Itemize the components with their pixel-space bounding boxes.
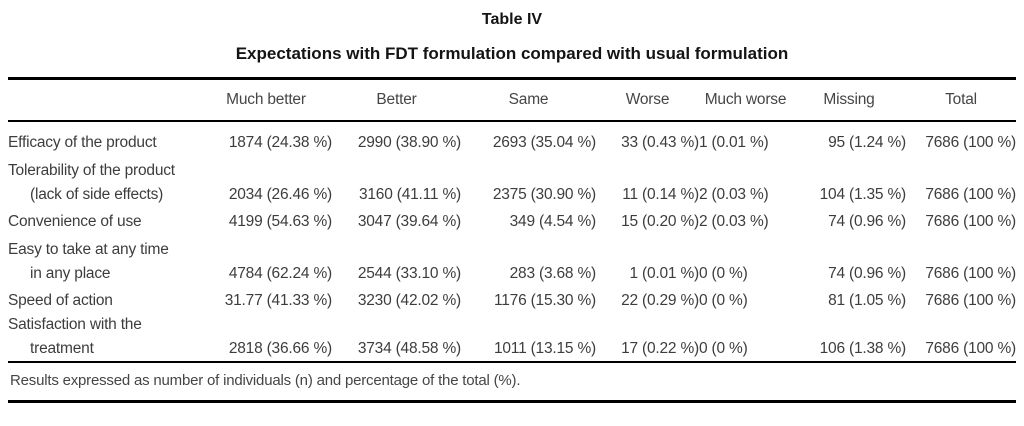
cell-much-better: 4199 (54.63 %) [228, 213, 332, 230]
cell-total: 7686 (100 %) [925, 186, 1016, 203]
cell-better: 3047 (39.64 %) [357, 213, 461, 230]
table-row-satisfaction: Satisfaction with the treatment 2818 (36… [8, 313, 1016, 361]
cell-same: 2375 (30.90 %) [492, 186, 596, 203]
table-row-tolerability: Tolerability of the product (lack of sid… [8, 155, 1016, 207]
column-header-worse: Worse [596, 78, 699, 122]
row-label: Convenience of use [8, 207, 200, 234]
table-row-efficacy: Efficacy of the product 1874 (24.38 %) 2… [8, 121, 1016, 155]
cell-missing: 74 (0.96 %) [828, 265, 906, 282]
cell-missing: 106 (1.38 %) [819, 340, 907, 357]
cell-same: 2693 (35.04 %) [492, 134, 596, 151]
table-row-speed: Speed of action 31.77 (41.33 %) 3230 (42… [8, 286, 1016, 313]
row-label-line: in any place [30, 265, 111, 282]
expectations-table: Much better Better Same Worse Much worse… [8, 77, 1016, 361]
cell-much-better: 2034 (26.46 %) [228, 186, 332, 203]
row-label: Satisfaction with the treatment [8, 313, 200, 361]
cell-much-worse: 1 (0.01 %) [699, 134, 769, 151]
row-label-line: Easy to take at any time [8, 241, 169, 258]
cell-much-worse: 0 (0 %) [699, 340, 748, 357]
cell-better: 2990 (38.90 %) [357, 134, 461, 151]
table-number: Table IV [481, 11, 543, 28]
cell-total: 7686 (100 %) [925, 340, 1016, 357]
column-header-missing: Missing [792, 78, 906, 122]
cell-much-worse: 0 (0 %) [699, 292, 748, 309]
cell-same: 349 (4.54 %) [509, 213, 597, 230]
cell-worse: 33 (0.43 %) [621, 134, 699, 151]
cell-better: 3160 (41.11 %) [358, 186, 461, 203]
cell-much-worse: 0 (0 %) [699, 265, 748, 282]
cell-better: 3734 (48.58 %) [357, 340, 461, 357]
cell-better: 3230 (42.02 %) [357, 292, 461, 309]
cell-much-better: 4784 (62.24 %) [228, 265, 332, 282]
cell-worse: 17 (0.22 %) [621, 340, 699, 357]
row-label-line: Efficacy of the product [8, 134, 157, 151]
cell-better: 2544 (33.10 %) [357, 265, 461, 282]
cell-worse: 11 (0.14 %) [622, 186, 699, 203]
cell-total: 7686 (100 %) [925, 292, 1016, 309]
cell-missing: 104 (1.35 %) [819, 186, 907, 203]
cell-missing: 74 (0.96 %) [828, 213, 906, 230]
row-label-line: Speed of action [8, 292, 113, 309]
cell-much-better: 31.77 (41.33 %) [224, 292, 332, 309]
column-header-much-worse: Much worse [699, 78, 792, 122]
cell-missing: 81 (1.05 %) [828, 292, 906, 309]
cell-much-better: 2818 (36.66 %) [228, 340, 332, 357]
row-label-line: treatment [30, 340, 94, 357]
cell-same: 283 (3.68 %) [509, 265, 597, 282]
row-label: Efficacy of the product [8, 121, 200, 155]
cell-worse: 1 (0.01 %) [629, 265, 699, 282]
cell-same: 1011 (13.15 %) [493, 340, 596, 357]
cell-worse: 22 (0.29 %) [621, 292, 699, 309]
column-header-much-better: Much better [200, 78, 332, 122]
row-label-line: (lack of side effects) [30, 186, 164, 203]
row-label: Tolerability of the product (lack of sid… [8, 155, 200, 207]
row-label-line: Satisfaction with the [8, 316, 142, 333]
table-row-easy-to-take: Easy to take at any time in any place 47… [8, 234, 1016, 286]
cell-worse: 15 (0.20 %) [621, 213, 699, 230]
table-row-convenience: Convenience of use 4199 (54.63 %) 3047 (… [8, 207, 1016, 234]
row-label: Speed of action [8, 286, 200, 313]
column-header-better: Better [332, 78, 461, 122]
cell-total: 7686 (100 %) [925, 265, 1016, 282]
row-label: Easy to take at any time in any place [8, 234, 200, 286]
table-header-row: Much better Better Same Worse Much worse… [8, 78, 1016, 122]
cell-much-worse: 2 (0.03 %) [699, 213, 769, 230]
table-footnote: Results expressed as number of individua… [10, 372, 521, 389]
cell-missing: 95 (1.24 %) [828, 134, 906, 151]
column-header-empty [8, 78, 200, 122]
column-header-same: Same [461, 78, 596, 122]
cell-same: 1176 (15.30 %) [493, 292, 596, 309]
cell-much-better: 1874 (24.38 %) [228, 134, 332, 151]
column-header-total: Total [906, 78, 1016, 122]
table-title: Expectations with FDT formulation compar… [235, 44, 789, 63]
table-footnote-section: Results expressed as number of individua… [8, 361, 1016, 403]
cell-total: 7686 (100 %) [925, 134, 1016, 151]
row-label-line: Tolerability of the product [8, 162, 175, 179]
cell-total: 7686 (100 %) [925, 213, 1016, 230]
cell-much-worse: 2 (0.03 %) [699, 186, 769, 203]
row-label-line: Convenience of use [8, 213, 142, 230]
